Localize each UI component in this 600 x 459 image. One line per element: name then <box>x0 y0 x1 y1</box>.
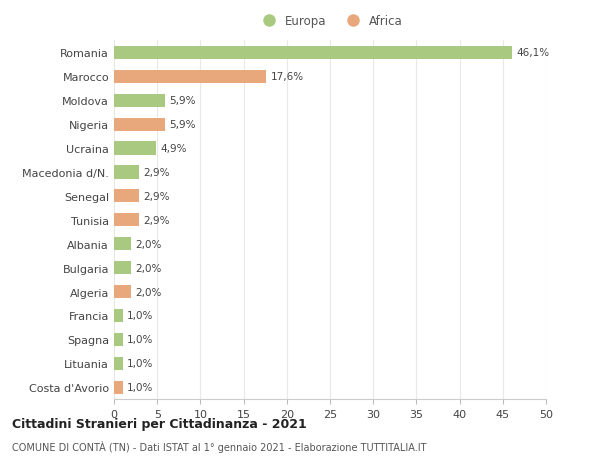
Text: 2,0%: 2,0% <box>136 239 162 249</box>
Text: 2,9%: 2,9% <box>143 191 170 202</box>
Bar <box>114 381 122 394</box>
Bar <box>114 214 139 227</box>
Text: 1,0%: 1,0% <box>127 335 154 345</box>
Text: 2,0%: 2,0% <box>136 263 162 273</box>
Text: 46,1%: 46,1% <box>517 48 550 58</box>
Bar <box>114 309 122 322</box>
Text: COMUNE DI CONTÀ (TN) - Dati ISTAT al 1° gennaio 2021 - Elaborazione TUTTITALIA.I: COMUNE DI CONTÀ (TN) - Dati ISTAT al 1° … <box>12 440 427 452</box>
Bar <box>114 262 131 274</box>
Text: 2,0%: 2,0% <box>136 287 162 297</box>
Text: 1,0%: 1,0% <box>127 311 154 321</box>
Text: 2,9%: 2,9% <box>143 215 170 225</box>
Bar <box>114 142 157 155</box>
Text: 17,6%: 17,6% <box>271 72 304 82</box>
Text: 5,9%: 5,9% <box>169 96 196 106</box>
Text: 2,9%: 2,9% <box>143 168 170 178</box>
Text: 1,0%: 1,0% <box>127 382 154 392</box>
Bar <box>114 71 266 84</box>
Bar <box>114 357 122 370</box>
Bar <box>114 285 131 298</box>
Bar <box>114 47 512 60</box>
Text: Cittadini Stranieri per Cittadinanza - 2021: Cittadini Stranieri per Cittadinanza - 2… <box>12 417 307 430</box>
Legend: Europa, Africa: Europa, Africa <box>252 11 408 33</box>
Text: 4,9%: 4,9% <box>161 144 187 154</box>
Bar <box>114 333 122 346</box>
Bar <box>114 95 165 107</box>
Bar <box>114 166 139 179</box>
Bar <box>114 238 131 251</box>
Text: 5,9%: 5,9% <box>169 120 196 130</box>
Text: 1,0%: 1,0% <box>127 358 154 369</box>
Bar <box>114 118 165 131</box>
Bar <box>114 190 139 203</box>
